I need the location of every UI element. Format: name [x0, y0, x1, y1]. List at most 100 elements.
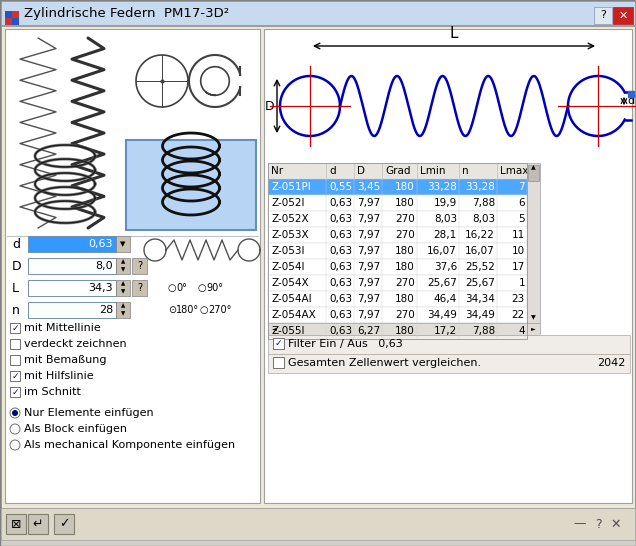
Text: ?: ? — [600, 10, 606, 21]
Text: ▼: ▼ — [121, 268, 125, 272]
Bar — [126, 140, 256, 230]
Bar — [594, 7, 612, 24]
Bar — [268, 211, 527, 227]
Text: Gesamten Zellenwert vergleichen.: Gesamten Zellenwert vergleichen. — [288, 358, 481, 367]
Text: 0,63: 0,63 — [329, 326, 352, 336]
Bar — [10, 371, 20, 381]
Bar — [28, 280, 116, 296]
Text: 180: 180 — [395, 246, 415, 256]
Bar — [268, 335, 630, 354]
Text: 28,1: 28,1 — [434, 230, 457, 240]
Bar — [268, 163, 527, 339]
Bar — [268, 163, 527, 179]
Text: L: L — [450, 26, 459, 41]
Text: 7,97: 7,97 — [357, 262, 380, 272]
Text: im Schnitt: im Schnitt — [24, 387, 81, 397]
Text: Lmax: Lmax — [500, 166, 529, 176]
Bar — [132, 258, 147, 274]
Text: Z-055I: Z-055I — [271, 326, 305, 336]
Text: Filter Ein / Aus   0,63: Filter Ein / Aus 0,63 — [288, 339, 403, 348]
Text: 7,97: 7,97 — [357, 230, 380, 240]
Text: 22: 22 — [512, 310, 525, 320]
Text: 0,63: 0,63 — [329, 310, 352, 320]
Text: 19,9: 19,9 — [434, 198, 457, 208]
Text: 7,97: 7,97 — [357, 214, 380, 224]
Text: ▼: ▼ — [121, 312, 125, 317]
Text: Als Block einfügen: Als Block einfügen — [24, 424, 127, 434]
Circle shape — [12, 410, 18, 416]
Text: 25,67: 25,67 — [465, 278, 495, 288]
Text: 90°: 90° — [206, 283, 223, 293]
Text: Z-054AX: Z-054AX — [271, 310, 315, 320]
Text: 11: 11 — [512, 230, 525, 240]
Text: mit Mittellinie: mit Mittellinie — [24, 323, 100, 333]
Text: D: D — [357, 166, 365, 176]
Text: Z-052I: Z-052I — [271, 198, 305, 208]
Text: ⊙: ⊙ — [168, 305, 176, 315]
Bar — [527, 163, 540, 323]
Text: 10: 10 — [512, 246, 525, 256]
Text: 7,88: 7,88 — [472, 198, 495, 208]
Bar — [528, 165, 539, 181]
Text: 16,07: 16,07 — [466, 246, 495, 256]
Text: ▲: ▲ — [121, 259, 125, 264]
Text: ✓: ✓ — [59, 518, 69, 531]
Text: 0°: 0° — [176, 283, 187, 293]
Text: 34,3: 34,3 — [88, 283, 113, 293]
Text: Lmin: Lmin — [420, 166, 445, 176]
Text: 8,0: 8,0 — [95, 261, 113, 271]
Text: Z-054AI: Z-054AI — [271, 294, 312, 304]
Text: Zylindrische Federn  PM17-3D²: Zylindrische Federn PM17-3D² — [24, 7, 229, 20]
Text: 46,4: 46,4 — [434, 294, 457, 304]
Text: 0,55: 0,55 — [329, 182, 352, 192]
Text: Nr: Nr — [271, 166, 283, 176]
Text: 7: 7 — [518, 182, 525, 192]
Text: 16,22: 16,22 — [465, 230, 495, 240]
Bar — [116, 236, 130, 252]
Text: ⊠: ⊠ — [11, 518, 21, 531]
Text: 180: 180 — [395, 294, 415, 304]
Text: 0,63: 0,63 — [329, 230, 352, 240]
Bar — [268, 323, 540, 335]
Bar — [273, 357, 284, 368]
Text: ○: ○ — [168, 283, 177, 293]
Bar — [613, 7, 633, 24]
Text: 7,97: 7,97 — [357, 294, 380, 304]
Bar — [268, 195, 527, 211]
Text: 6: 6 — [518, 198, 525, 208]
Text: ?: ? — [595, 518, 601, 531]
Text: 180: 180 — [395, 326, 415, 336]
Text: D: D — [265, 99, 274, 112]
Text: 37,6: 37,6 — [434, 262, 457, 272]
Text: Als mechanical Komponente einfügen: Als mechanical Komponente einfügen — [24, 440, 235, 450]
Text: n: n — [462, 166, 469, 176]
Text: d: d — [329, 166, 336, 176]
Text: d: d — [12, 238, 20, 251]
Text: 270: 270 — [395, 310, 415, 320]
Text: ✓: ✓ — [11, 388, 18, 396]
Text: 7,97: 7,97 — [357, 198, 380, 208]
Bar — [5, 29, 260, 503]
Text: 4: 4 — [518, 326, 525, 336]
Text: d: d — [627, 96, 634, 106]
Text: 180: 180 — [395, 182, 415, 192]
Text: ▲: ▲ — [121, 304, 125, 308]
Circle shape — [10, 424, 20, 434]
Text: Z-052X: Z-052X — [271, 214, 308, 224]
Bar — [116, 280, 130, 296]
Text: ?: ? — [137, 283, 142, 293]
Text: ✓: ✓ — [275, 339, 282, 348]
Text: 0,63: 0,63 — [329, 198, 352, 208]
Bar — [1, 26, 635, 508]
Text: 0,63: 0,63 — [329, 246, 352, 256]
Text: ▼: ▼ — [121, 289, 125, 294]
Bar — [1, 508, 635, 540]
Bar — [28, 302, 116, 318]
Text: D: D — [12, 259, 22, 272]
Text: 270: 270 — [395, 230, 415, 240]
Bar — [268, 243, 527, 258]
Text: Grad: Grad — [385, 166, 410, 176]
Bar — [268, 179, 527, 194]
Bar — [132, 280, 147, 296]
Text: 23: 23 — [512, 294, 525, 304]
